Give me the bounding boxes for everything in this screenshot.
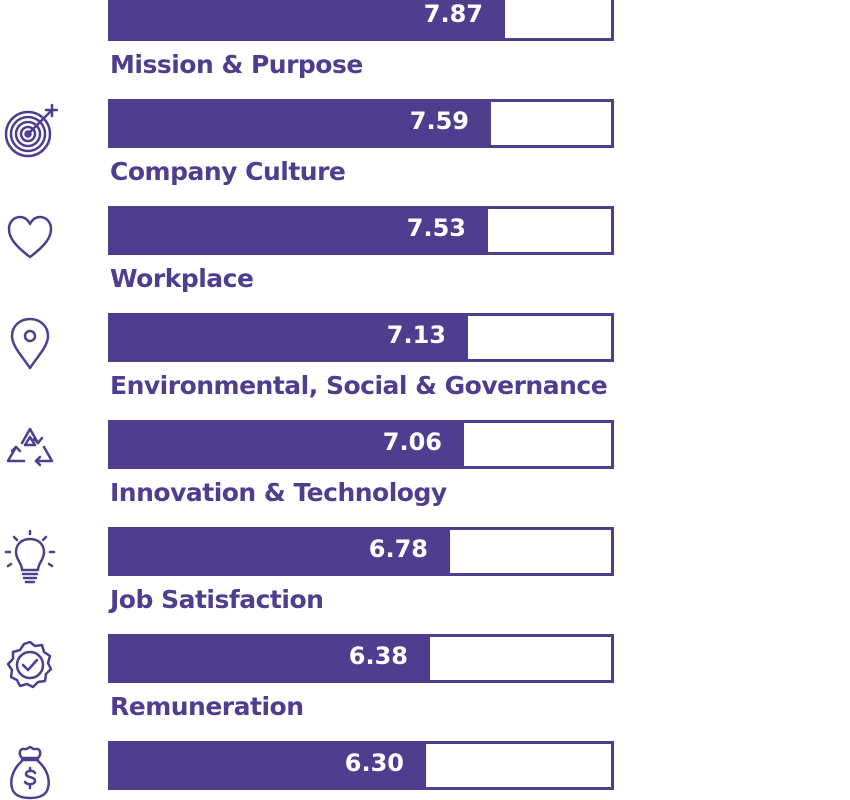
bar-track: 7.06	[108, 420, 614, 469]
bar-value-label: 7.13	[386, 321, 446, 349]
bar-row: Workplace 7.13	[0, 264, 850, 371]
bar-value-label: 6.38	[348, 642, 408, 670]
bar-category-label: Innovation & Technology	[110, 478, 447, 507]
money-bag-icon	[2, 744, 58, 800]
bar-value-label: 7.06	[382, 428, 442, 456]
bar-value-label: 7.59	[409, 107, 469, 135]
bar	[111, 530, 450, 573]
badge-check-icon	[2, 637, 58, 693]
bar-row: 7.87	[0, 0, 850, 50]
bar-row: Environmental, Social & Governance 7.06	[0, 371, 850, 478]
bar-track: 6.30	[108, 741, 614, 790]
bar-row: Job Satisfaction 6.38	[0, 585, 850, 692]
bar-category-label: Workplace	[110, 264, 254, 293]
bar-track: 7.13	[108, 313, 614, 362]
bar-track: 6.78	[108, 527, 614, 576]
lightbulb-icon	[2, 530, 58, 586]
heart-icon	[2, 209, 58, 265]
bar-category-label: Job Satisfaction	[110, 585, 324, 614]
bar-track: 6.38	[108, 634, 614, 683]
location-pin-icon	[2, 316, 58, 372]
bar-track: 7.53	[108, 206, 614, 255]
bar-row: Company Culture 7.53	[0, 157, 850, 264]
bar-category-label: Environmental, Social & Governance	[110, 371, 608, 400]
bar-row: Mission & Purpose 7.59	[0, 50, 850, 158]
bar-value-label: 6.30	[344, 749, 404, 777]
bar-value-label: 7.53	[406, 214, 466, 242]
bar-value-label: 7.87	[423, 0, 483, 28]
bar	[111, 0, 505, 38]
target-icon	[2, 102, 58, 158]
bar-row: Remuneration 6.30	[0, 692, 850, 800]
bar-category-label: Company Culture	[110, 157, 346, 186]
recycle-icon	[2, 423, 58, 479]
bar-category-label: Remuneration	[110, 692, 304, 721]
bar	[111, 316, 468, 359]
bar	[111, 423, 464, 466]
bar-category-label: Mission & Purpose	[110, 50, 363, 79]
bar	[111, 209, 488, 252]
bar-track: 7.87	[108, 0, 614, 41]
bar-value-label: 6.78	[368, 535, 428, 563]
bar-row: Innovation & Technology 6.78	[0, 478, 850, 585]
bar-track: 7.59	[108, 99, 614, 148]
bar	[111, 637, 430, 680]
bar	[111, 102, 491, 145]
